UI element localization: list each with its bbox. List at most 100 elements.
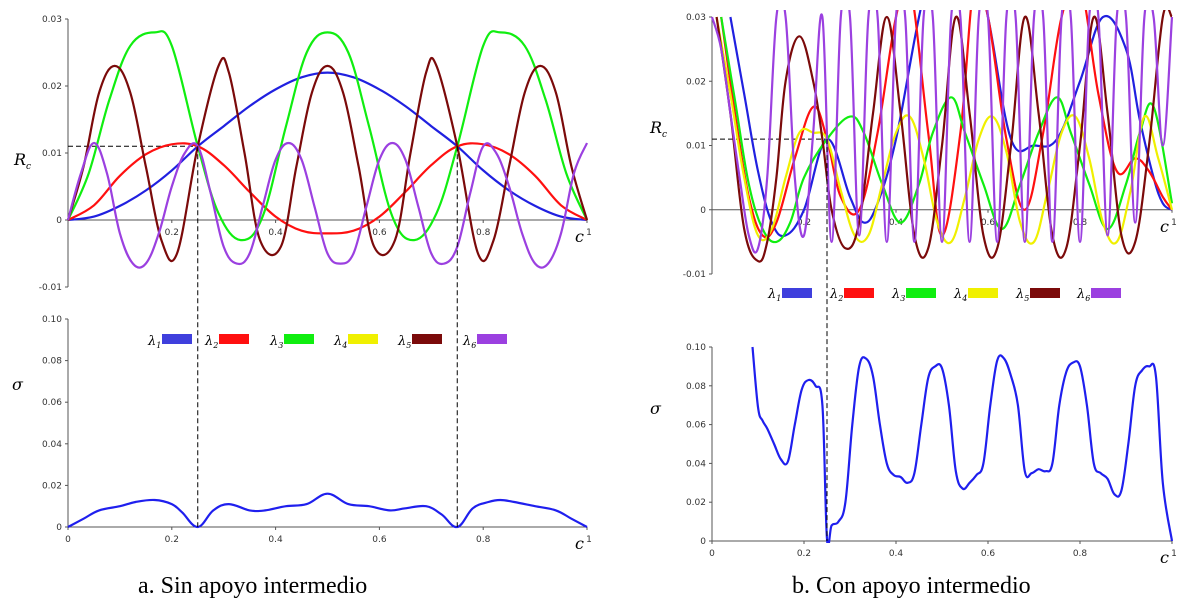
- y-axis-label: σ: [650, 399, 662, 418]
- legend-label-sub: 1: [776, 294, 781, 303]
- x-tick-label: 0.6: [372, 535, 387, 545]
- y-tick-label: 0.02: [686, 498, 706, 508]
- x-tick-label: 0.8: [476, 535, 491, 545]
- legend-label-sub: 2: [837, 294, 843, 303]
- y-tick-label: 0.01: [42, 149, 62, 159]
- legend-label-λ1: λ1: [147, 334, 161, 350]
- legend-label-λ3: λ3: [891, 287, 905, 303]
- y-tick-label: 0: [56, 216, 62, 226]
- x-tick-label: 1: [1171, 549, 1177, 559]
- legend-swatch-λ6: [1091, 288, 1121, 298]
- x-tick-label: 0.2: [797, 218, 811, 228]
- legend-label-sub: 5: [406, 341, 411, 350]
- legend-swatch-λ1: [162, 334, 192, 344]
- y-tick-label: 0: [700, 206, 706, 216]
- caption-a: a. Sin apoyo intermedio: [138, 573, 368, 599]
- y-axis-label: Rc: [649, 118, 667, 140]
- y-tick-label: 0.02: [686, 77, 706, 87]
- legend-swatch-λ2: [844, 288, 874, 298]
- x-tick-label: 0.4: [889, 218, 904, 228]
- series-line-λ1: [67, 71, 588, 222]
- x-tick-label: 1: [586, 535, 592, 545]
- legend-label-sub: 4: [961, 294, 967, 303]
- legend-label-λ5: λ5: [397, 334, 411, 350]
- legend-label-sub: 3: [278, 341, 283, 350]
- y-tick-label: 0.03: [42, 15, 62, 25]
- y-axis-label: σ: [12, 375, 24, 394]
- x-tick-label: 0.8: [1073, 549, 1088, 559]
- y-tick-label: 0.08: [686, 382, 706, 392]
- legend-swatch-λ3: [906, 288, 936, 298]
- x-tick-label: 0.2: [165, 535, 179, 545]
- connector-lines: [197, 139, 828, 541]
- panel-b-top-chart: -0.01 0 0.01 0.02 0.03 0.2 0.4 0.6 0.8 1c Rc: [649, 10, 1177, 280]
- x-tick-label: 0.6: [981, 218, 996, 228]
- y-axis-label-sub: c: [26, 162, 31, 172]
- x-tick-label: 0.2: [165, 228, 179, 238]
- series-line-λ6: [710, 10, 1174, 254]
- series-line-λ2: [67, 142, 588, 235]
- series-group: [751, 346, 1174, 543]
- series-line-σ: [67, 492, 588, 529]
- x-tick-label: 1: [1171, 218, 1177, 228]
- x-tick-label: 0.4: [268, 535, 283, 545]
- legend-label-λ3: λ3: [269, 334, 283, 350]
- legend-swatch-λ4: [968, 288, 998, 298]
- x-axis-label: c: [575, 227, 584, 246]
- y-tick-label: 0.01: [686, 142, 706, 152]
- x-tick-label: 0.4: [268, 228, 283, 238]
- x-tick-label: 0.8: [476, 228, 491, 238]
- legend-label-λ1: λ1: [767, 287, 781, 303]
- legend-label-sub: 6: [1085, 294, 1090, 303]
- legend-label-λ4: λ4: [333, 334, 347, 350]
- y-tick-label: 0.04: [42, 440, 62, 450]
- y-tick-label: 0.08: [42, 357, 62, 367]
- legend-swatch-λ1: [782, 288, 812, 298]
- legend-b: λ1 λ2 λ3 λ4 λ5 λ6: [767, 287, 1121, 303]
- x-tick-label: 0.2: [797, 549, 811, 559]
- legend-label-λ6: λ6: [462, 334, 476, 350]
- series-line-λ5: [715, 10, 1174, 263]
- y-tick-label: 0.06: [686, 421, 706, 431]
- legend-label-λ2: λ2: [829, 287, 843, 303]
- y-axis-label: Rc: [13, 150, 31, 172]
- y-tick-label: 0.02: [42, 481, 62, 491]
- legend-swatch-λ2: [219, 334, 249, 344]
- caption-b: b. Con apoyo intermedio: [792, 573, 1031, 599]
- x-tick-label: 1: [586, 228, 592, 238]
- y-tick-label: 0.10: [42, 315, 62, 325]
- legend-label-sub: 4: [341, 341, 347, 350]
- legend-label-sub: 6: [471, 341, 476, 350]
- series-line-λ3: [720, 16, 1174, 244]
- legend-label-sub: 2: [212, 341, 218, 350]
- x-tick-label: 0.8: [1073, 218, 1088, 228]
- series-line-λ3: [66, 30, 589, 242]
- panel-a-bottom-chart: 00.020.040.060.080.100 0.2 0.4 0.6 0.8 1cσ: [12, 315, 592, 553]
- x-tick-label: 0.4: [889, 549, 904, 559]
- x-tick-label: 0: [709, 549, 715, 559]
- y-tick-label: -0.01: [683, 270, 706, 280]
- y-tick-label: 0.10: [686, 343, 706, 353]
- x-tick-label: 0.6: [981, 549, 996, 559]
- y-tick-label: 0: [700, 537, 706, 547]
- legend-label-sub: 1: [156, 341, 161, 350]
- legend-a: λ1 λ2 λ3 λ4 λ5 λ6: [147, 334, 507, 350]
- x-axis-label: c: [1160, 217, 1169, 236]
- legend-label-λ2: λ2: [204, 334, 218, 350]
- legend-label-λ4: λ4: [953, 287, 967, 303]
- y-tick-label: 0: [56, 523, 62, 533]
- series-group: [710, 10, 1174, 263]
- x-axis-label: c: [1160, 548, 1169, 567]
- y-tick-label: -0.01: [39, 283, 62, 293]
- series-line-λ5: [66, 56, 589, 262]
- x-tick-label: 0: [65, 535, 71, 545]
- y-tick-label: 0.03: [686, 13, 706, 23]
- series-line-λ6: [66, 141, 589, 269]
- legend-label-sub: 3: [900, 294, 905, 303]
- legend-swatch-λ4: [348, 334, 378, 344]
- legend-swatch-λ5: [412, 334, 442, 344]
- y-tick-label: 0.04: [686, 459, 706, 469]
- series-line-σ: [751, 346, 1174, 543]
